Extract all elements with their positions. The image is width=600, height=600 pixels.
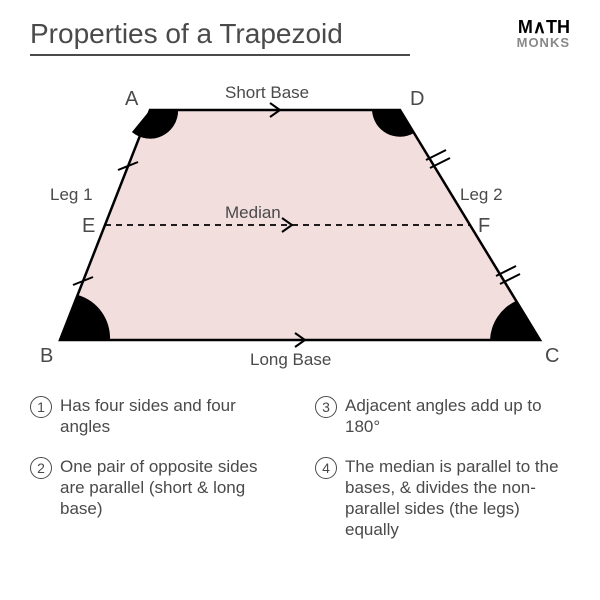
property-text: The median is parallel to the bases, & d… <box>345 456 570 541</box>
label-median: Median <box>225 203 281 222</box>
property-number: 2 <box>30 457 52 479</box>
property-number: 3 <box>315 396 337 418</box>
property-4: 4 The median is parallel to the bases, &… <box>315 456 570 541</box>
property-3: 3 Adjacent angles add up to 180° <box>315 395 570 438</box>
logo-line1: M∧TH <box>517 18 570 36</box>
vertex-a: A <box>125 88 139 110</box>
vertex-c: C <box>545 345 559 367</box>
property-text: One pair of opposite sides are parallel … <box>60 456 285 520</box>
trapezoid-diagram: A D B C E F Short Base Long Base Leg 1 L… <box>0 70 600 380</box>
vertex-d: D <box>410 88 424 110</box>
property-text: Has four sides and four angles <box>60 395 285 438</box>
midpoint-f: F <box>478 215 490 237</box>
label-long-base: Long Base <box>250 350 331 369</box>
property-1: 1 Has four sides and four angles <box>30 395 285 438</box>
logo-line2: MONKS <box>517 36 570 49</box>
vertex-b: B <box>40 345 53 367</box>
label-leg2: Leg 2 <box>460 185 503 204</box>
label-short-base: Short Base <box>225 83 309 102</box>
brand-logo: M∧TH MONKS <box>517 18 570 49</box>
label-leg1: Leg 1 <box>50 185 93 204</box>
property-number: 4 <box>315 457 337 479</box>
property-text: Adjacent angles add up to 180° <box>345 395 570 438</box>
page-title: Properties of a Trapezoid <box>30 18 410 56</box>
properties-grid: 1 Has four sides and four angles 3 Adjac… <box>30 395 570 541</box>
property-number: 1 <box>30 396 52 418</box>
midpoint-e: E <box>82 215 95 237</box>
property-2: 2 One pair of opposite sides are paralle… <box>30 456 285 541</box>
